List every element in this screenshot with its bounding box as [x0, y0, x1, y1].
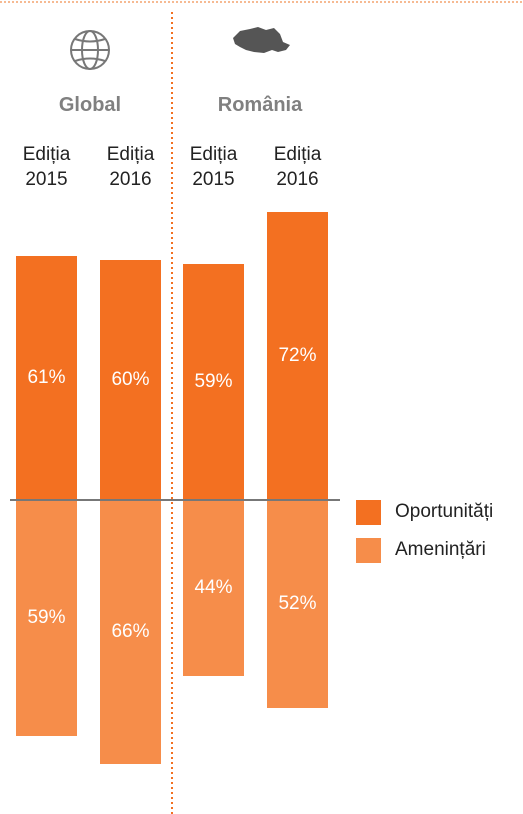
legend-swatch	[356, 500, 381, 525]
data-label: 59%	[27, 607, 66, 628]
legend-label: Oportunități	[395, 501, 494, 522]
data-label: 44%	[194, 577, 233, 598]
category-label: Ediția 2015	[189, 144, 238, 190]
data-label: 72%	[278, 345, 317, 366]
bar	[16, 256, 77, 500]
group-label: Global	[58, 94, 122, 116]
data-label: 66%	[111, 621, 150, 642]
data-label: 52%	[278, 593, 317, 614]
bar	[267, 500, 328, 708]
legend-label: Amenințări	[395, 539, 486, 560]
category-label: Ediția 2015	[22, 144, 71, 190]
data-label: 61%	[27, 367, 66, 388]
bar	[100, 500, 161, 764]
bar	[183, 500, 244, 676]
bar	[267, 212, 328, 500]
data-label: 60%	[111, 369, 150, 390]
category-label: Ediția 2016	[273, 144, 322, 190]
romania-icon	[233, 27, 290, 53]
bar	[16, 500, 77, 736]
bar	[183, 264, 244, 500]
bar	[100, 260, 161, 500]
legend-swatch	[356, 538, 381, 563]
category-label: Ediția 2016	[106, 144, 155, 190]
globe-icon	[70, 30, 110, 70]
data-label: 59%	[194, 371, 233, 392]
group-label: România	[217, 94, 303, 116]
